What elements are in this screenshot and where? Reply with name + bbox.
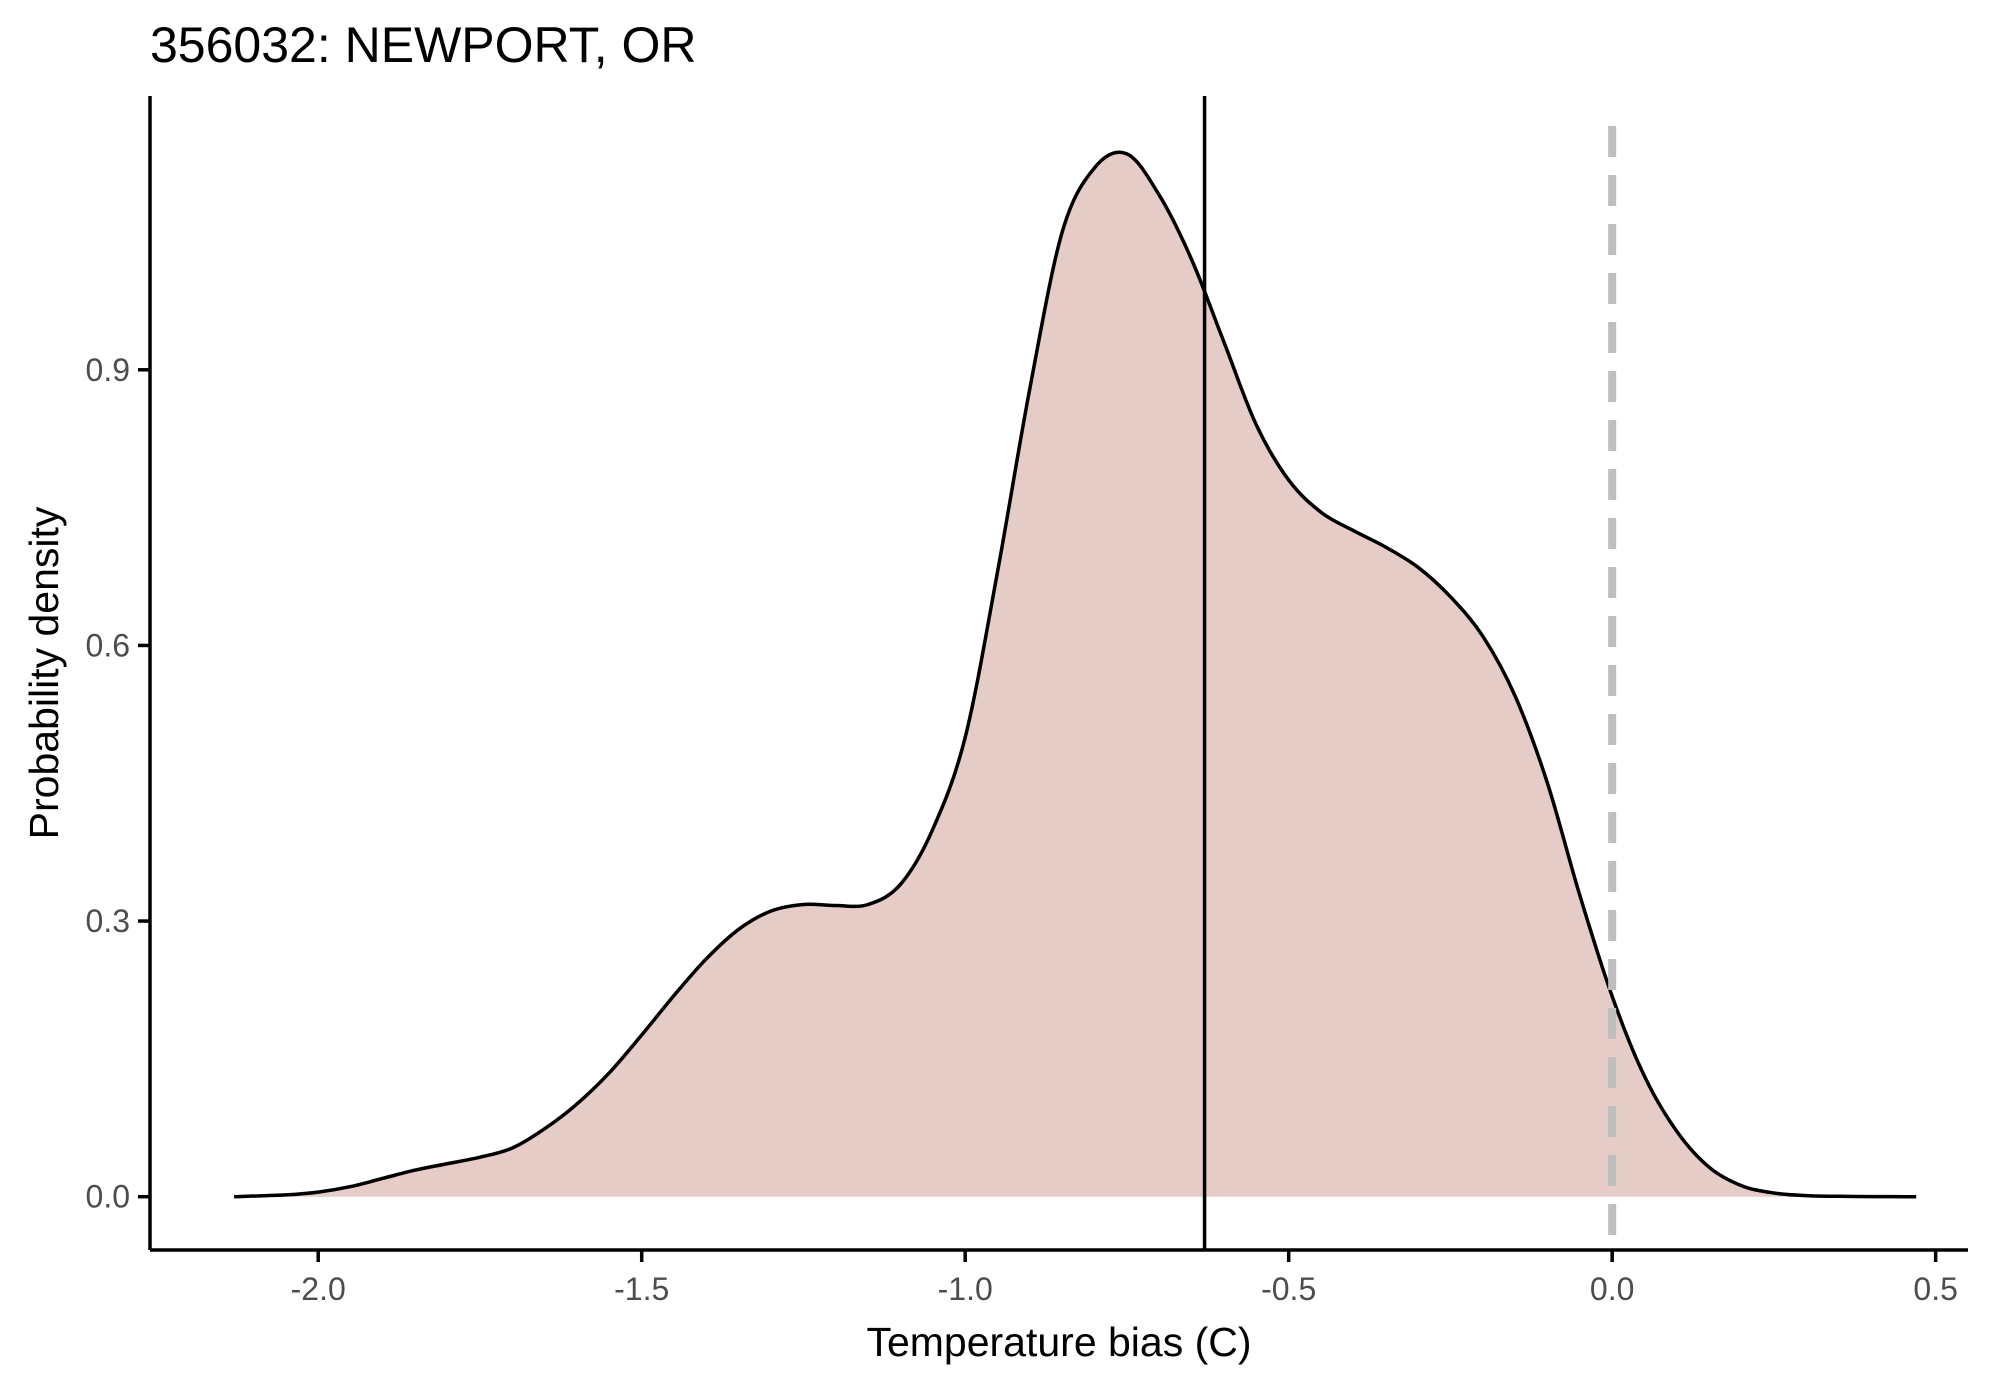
y-tick-label: 0.0 xyxy=(86,1179,130,1215)
x-tick-label: -1.5 xyxy=(614,1271,669,1307)
density-fill-area xyxy=(234,152,1917,1197)
x-axis-ticks: -2.0 -1.5 -1.0 -0.5 0.0 0.5 xyxy=(291,1250,1958,1307)
x-tick-label: -2.0 xyxy=(291,1271,346,1307)
x-axis-title: Temperature bias (C) xyxy=(866,1319,1251,1365)
y-axis-ticks: 0.0 0.3 0.6 0.9 xyxy=(86,352,150,1215)
plot-area xyxy=(234,96,1917,1250)
y-tick-label: 0.6 xyxy=(86,627,130,663)
x-tick-label: -1.0 xyxy=(938,1271,993,1307)
y-tick-label: 0.9 xyxy=(86,352,130,388)
x-tick-label: 0.0 xyxy=(1590,1271,1634,1307)
x-tick-label: 0.5 xyxy=(1913,1271,1957,1307)
y-axis-title: Probability density xyxy=(21,506,67,839)
x-tick-label: -0.5 xyxy=(1261,1271,1316,1307)
density-curve-line xyxy=(234,150,1917,1199)
y-tick-label: 0.3 xyxy=(86,903,130,939)
chart-title: 356032: NEWPORT, OR xyxy=(150,17,697,73)
